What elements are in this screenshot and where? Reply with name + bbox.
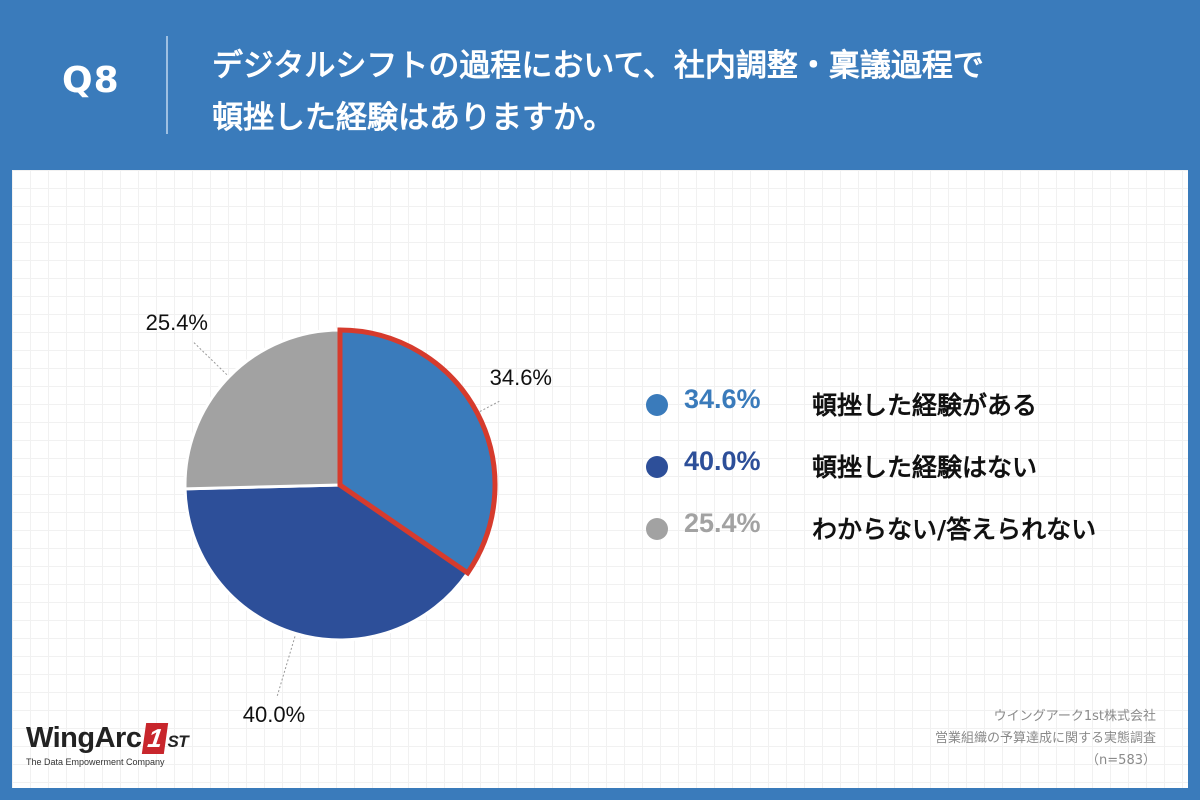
- legend-label: 頓挫した経験がある: [812, 391, 1038, 420]
- sample-size: （n=583）: [1086, 753, 1156, 768]
- question-line-2: 頓挫した経験はありますか。: [212, 100, 615, 136]
- legend-percentage: 34.6%: [684, 384, 761, 414]
- leader-line: [479, 400, 500, 412]
- slice-data-label: 25.4%: [146, 310, 208, 335]
- logo-wordmark: WingArc 1 ST: [26, 722, 189, 754]
- source-note: ウイングアーク1st株式会社 営業組織の予算達成に関する実態調査 （n=583）: [935, 706, 1156, 772]
- chart-panel: 34.6% 40.0% 25.4% 34.6% 頓挫した経験がある 40.0% 頓挫…: [12, 170, 1188, 788]
- legend-dot-icon: [646, 456, 668, 478]
- source-company: ウイングアーク1st株式会社: [993, 709, 1156, 724]
- header-divider: [166, 36, 168, 134]
- pie-slice: [183, 483, 470, 642]
- slice-data-label: 40.0%: [243, 702, 305, 727]
- legend-dot-icon: [646, 518, 668, 540]
- question-line-1: デジタルシフトの過程において、社内調整・稟議過程で: [212, 48, 984, 84]
- highlight-outline: [337, 327, 498, 577]
- source-survey: 営業組織の予算達成に関する実態調査: [934, 731, 1156, 746]
- leader-line: [192, 340, 228, 376]
- pie-slice: [183, 328, 342, 491]
- legend-dot-icon: [646, 394, 668, 416]
- slice-data-label: 34.6%: [490, 365, 552, 390]
- legend-percentage: 25.4%: [684, 508, 761, 538]
- legend-label: わからない/答えられない: [812, 515, 1097, 544]
- header: Q8 デジタルシフトの過程において、社内調整・稟議過程で 頓挫した経験はあります…: [0, 0, 1200, 170]
- pie-chart: 34.6% 40.0% 25.4%: [146, 310, 552, 727]
- wingarc-logo: WingArc 1 ST The Data Empowerment Company: [26, 722, 189, 767]
- question-text: デジタルシフトの過程において、社内調整・稟議過程で 頓挫した経験はありますか。: [212, 40, 1172, 144]
- logo-one-mark: 1: [142, 723, 169, 754]
- logo-tagline: The Data Empowerment Company: [26, 757, 165, 767]
- legend-percentage: 40.0%: [684, 446, 761, 476]
- question-number: Q8: [62, 60, 120, 101]
- legend-label: 頓挫した経験はない: [812, 453, 1038, 482]
- leader-line: [276, 636, 296, 698]
